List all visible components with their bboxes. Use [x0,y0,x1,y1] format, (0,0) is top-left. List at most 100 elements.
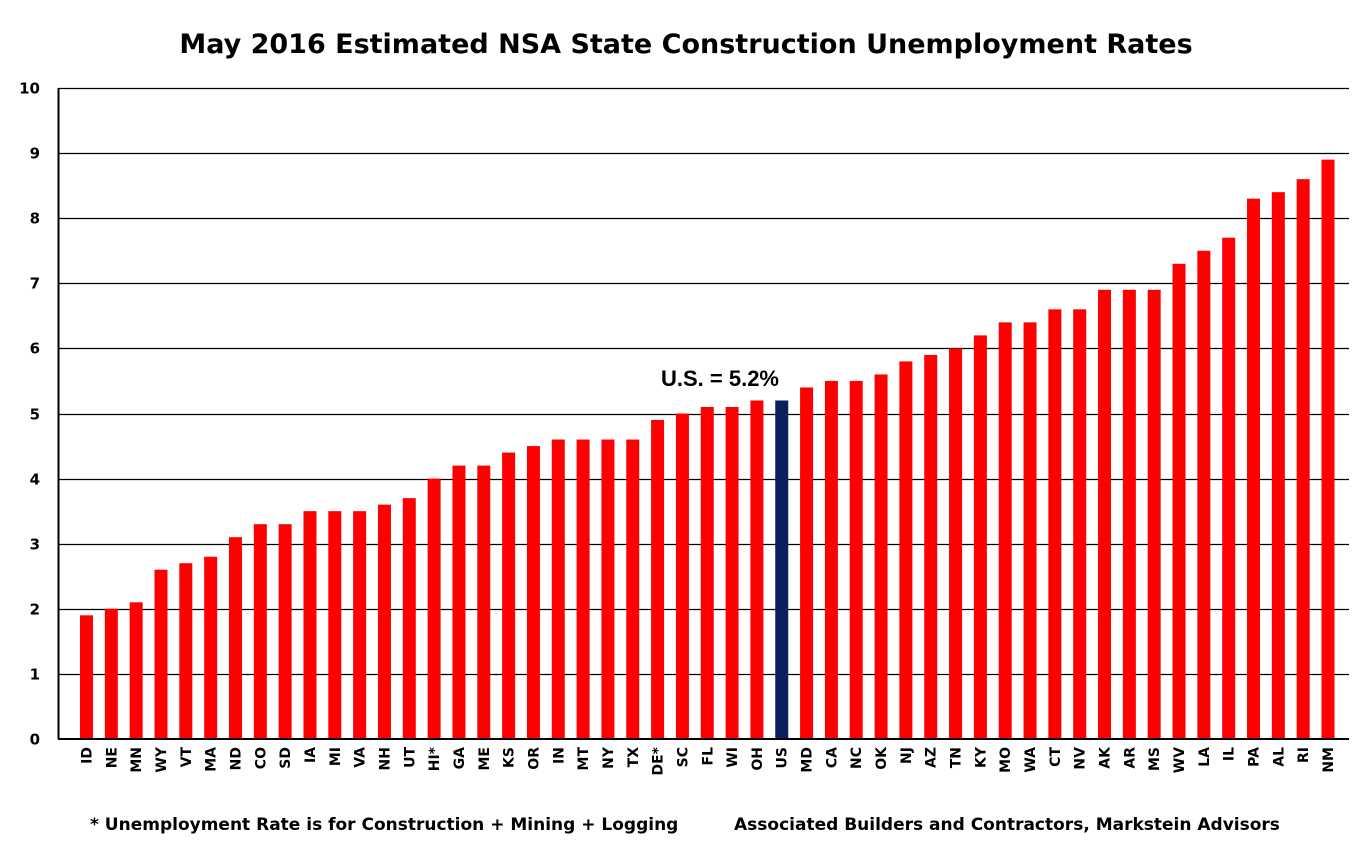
bar-fl [700,406,714,739]
x-category-label: NC [849,747,865,769]
y-axis-ticks: 0 1 2 3 4 5 6 7 8 9 10 [19,80,40,749]
x-category-label: AL [1271,747,1287,767]
x-category-label: RI [1296,747,1312,763]
bar-nc [849,380,863,739]
bar-us [775,400,789,739]
x-category-label: WV [1172,747,1188,773]
bar-wy [154,569,168,739]
x-category-label: KY [973,746,989,768]
x-category-label: NJ [899,747,915,764]
bar-mi [328,511,342,739]
bar-tx [626,439,640,739]
bar-wi [725,406,739,739]
x-category-label: MS [1147,747,1163,771]
bar-tn [949,348,963,739]
bar-ri [1296,179,1310,739]
bar-mt [576,439,590,739]
y-tick-label: 1 [30,666,40,684]
bar-la [1197,250,1211,739]
x-category-label: WI [725,747,741,768]
bar-ny [601,439,615,739]
x-category-label: MO [998,747,1014,773]
chart-title: May 2016 Estimated NSA State Constructio… [179,29,1192,60]
us-annotation: U.S. = 5.2% [661,366,779,391]
bars [80,159,1335,740]
bar-ne [104,608,118,739]
y-tick-label: 8 [30,210,40,228]
x-category-label: NE [104,747,120,768]
x-category-label: SD [278,747,294,769]
x-category-label: FL [700,747,716,766]
x-category-label: SC [675,747,691,767]
x-category-label: WY [154,746,170,772]
x-category-label: OR [526,747,542,770]
x-category-label: UT [402,747,418,768]
x-category-label: KS [502,747,518,768]
bar-ks [502,452,516,739]
bar-ct [1048,309,1062,739]
x-category-label: ND [228,747,244,770]
x-category-label: NV [1073,747,1089,770]
x-category-label: DE* [651,746,667,775]
bar-ms [1147,289,1161,739]
bar-ak [1098,289,1112,739]
x-category-label: VA [353,747,369,768]
x-category-label: MA [204,747,220,772]
x-category-label: ID [80,747,96,764]
bar-in [551,439,565,739]
bar-ut [402,498,416,739]
x-category-label: AR [1122,747,1138,769]
footnote-right: Associated Builders and Contractors, Mar… [734,815,1280,835]
x-category-label: OK [874,746,890,770]
bar-or [526,446,540,739]
bar-va [353,511,367,739]
bar-sd [278,524,292,739]
y-tick-label: 10 [19,80,40,98]
x-category-label: MD [800,747,816,773]
x-category-label: NY [601,746,617,769]
x-category-label: CO [253,747,269,769]
bar-wa [1023,322,1037,739]
bar-sc [675,413,689,739]
x-category-label: IL [1222,747,1238,761]
bar-ca [824,380,838,739]
x-category-label: VT [179,747,195,768]
bar-az [924,354,938,739]
y-tick-label: 4 [30,471,40,489]
bar-nd [228,537,242,739]
bar-id [80,615,93,739]
x-category-label: NM [1321,747,1337,773]
bar-ia [303,511,317,739]
bar-nj [899,361,913,739]
bar-nm [1321,159,1335,740]
bar-al [1271,192,1285,739]
x-category-label: ME [477,747,493,771]
x-category-label: PA [1247,747,1263,767]
y-tick-label: 5 [30,406,40,424]
x-category-label: AZ [924,747,940,768]
x-category-label: MT [576,747,592,771]
bar-md [800,387,814,739]
x-category-label: WA [1023,747,1039,773]
bar-hi [427,478,441,739]
bar-vt [179,563,193,739]
x-category-label: OH [750,747,766,771]
x-category-label: TX [626,747,642,768]
bar-ky [973,335,987,739]
bar-mo [998,322,1012,739]
x-category-label: GA [452,747,468,769]
footnote-left: * Unemployment Rate is for Construction … [90,815,678,835]
x-category-label: IA [303,747,319,763]
bar-mn [129,602,143,739]
y-tick-label: 7 [30,275,40,293]
y-tick-label: 2 [30,601,40,619]
x-category-label: IN [551,747,567,764]
y-tick-label: 3 [30,536,40,554]
x-category-label: CA [824,747,840,768]
x-category-label: US [775,747,791,768]
bar-wv [1172,263,1186,739]
x-category-label: MN [129,747,145,773]
y-tick-label: 6 [30,340,40,358]
bar-co [253,524,267,739]
y-tick-label: 0 [30,731,40,749]
